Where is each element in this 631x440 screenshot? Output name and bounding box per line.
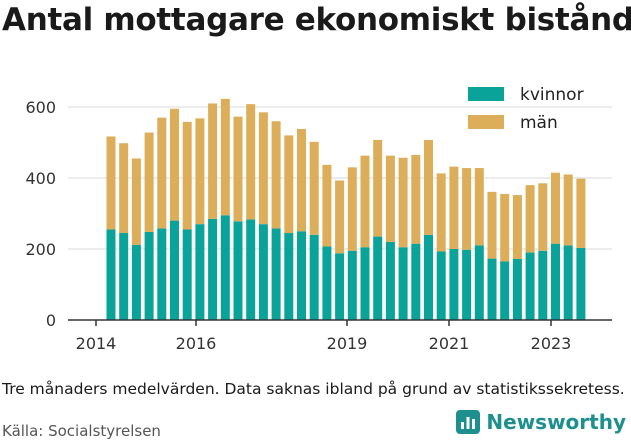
bar-man [208,103,218,219]
bar-kvinnor [563,245,573,320]
bar-kvinnor [373,236,383,320]
bar-man [157,117,167,229]
bar-kvinnor [297,231,306,320]
bar-kvinnor [436,251,446,320]
y-tick-label: 400 [25,169,56,188]
bar-kvinnor [208,218,218,320]
source-label: Källa: Socialstyrelsen [2,422,161,440]
bar-man [474,168,484,246]
bar-kvinnor [411,243,421,320]
bar-kvinnor [576,247,586,320]
bar-kvinnor [538,250,548,320]
bar-man [131,158,141,245]
bar-man [284,135,294,234]
bar-kvinnor [551,243,560,320]
bar-man [436,173,446,252]
bar-kvinnor [335,253,345,320]
bar-man [119,143,129,234]
bar-man [462,168,472,250]
brand-name: Newsworthy [486,410,626,434]
bar-man [347,167,357,251]
bar-man [233,116,243,222]
bar-kvinnor [360,247,370,320]
chart-title: Antal mottagare ekonomiskt bistånd [2,2,631,38]
bar-man [297,129,306,232]
x-tick-label: 2014 [76,334,117,353]
y-tick-label: 600 [25,98,56,117]
bar-kvinnor [233,221,243,320]
bar-man [144,132,154,232]
bar-man [525,185,535,253]
bar-kvinnor [195,224,205,320]
bar-man [182,121,192,230]
bar-kvinnor [144,231,154,320]
legend-swatch-kvinnor [468,87,504,101]
bar-chart-icon [456,410,481,434]
bar-kvinnor [220,215,230,320]
bar-kvinnor [322,246,332,320]
bar-man [398,157,408,248]
bar-kvinnor [385,241,395,320]
bar-man [220,98,230,216]
x-tick-label: 2019 [327,334,368,353]
bar-kvinnor [487,258,497,320]
bar-kvinnor [157,228,167,320]
bar-kvinnor [462,249,472,320]
y-tick-label: 200 [25,240,56,259]
bar-kvinnor [258,224,268,320]
bar-kvinnor [271,228,281,320]
bar-man [195,118,205,225]
bar-kvinnor [131,244,141,320]
bar-kvinnor [170,220,179,320]
bar-man [576,178,586,248]
brand-logo[interactable]: Newsworthy [456,410,626,434]
bar-man [563,174,573,246]
bar-man [309,141,319,235]
chart-note: Tre månaders medelvärden. Data saknas ib… [2,380,625,398]
bar-kvinnor [347,250,357,320]
bar-kvinnor [246,219,256,320]
bar-man [512,195,522,259]
bar-man [322,164,332,247]
bar-man [487,191,497,259]
bar-kvinnor [424,234,433,320]
bar-man [106,136,116,230]
bar-kvinnor [106,229,116,320]
bar-man [360,155,370,248]
legend-swatch-man [468,115,504,129]
bar-man [551,172,560,244]
bar-man [424,140,433,235]
bar-man [373,140,383,237]
bar-man [246,104,256,220]
bar-kvinnor [500,261,510,320]
y-tick-label: 0 [46,311,56,330]
bar-man [385,155,395,242]
x-tick-label: 2021 [429,334,470,353]
bar-man [170,108,179,221]
bar-kvinnor [449,249,459,320]
x-tick-label: 2016 [176,334,217,353]
bar-kvinnor [512,258,522,320]
bar-kvinnor [398,247,408,320]
bar-man [538,183,548,251]
bar-man [258,112,268,225]
bar-kvinnor [474,245,484,320]
bar-kvinnor [284,233,294,320]
bar-kvinnor [309,234,319,320]
bar-kvinnor [119,233,129,320]
legend-label: kvinnor [520,85,584,105]
bar-man [500,193,510,262]
bar-man [411,154,421,244]
bar-man [271,121,281,229]
bar-man [449,166,459,249]
x-tick-label: 2023 [531,334,572,353]
bar-man [335,180,345,254]
bar-kvinnor [182,229,192,320]
bar-kvinnor [525,252,535,320]
legend-label: män [520,113,558,133]
